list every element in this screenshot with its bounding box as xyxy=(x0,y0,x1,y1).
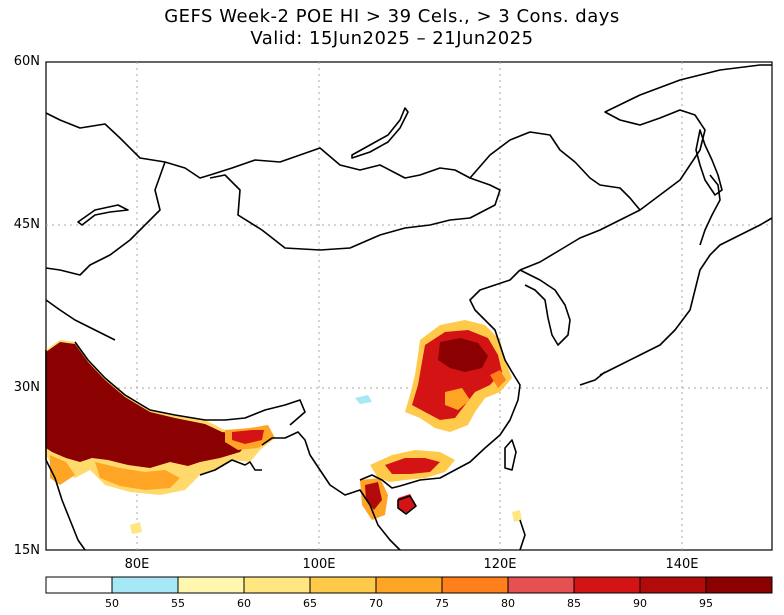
colorbar-swatch xyxy=(507,576,575,594)
colorbar-label: 50 xyxy=(105,597,119,610)
colorbar-swatch xyxy=(111,576,179,594)
colorbar-swatch xyxy=(573,576,641,594)
colorbar xyxy=(45,576,773,594)
colorbar-label: 70 xyxy=(369,597,383,610)
lat-label-45n: 45N xyxy=(13,217,40,232)
colorbar-swatch xyxy=(441,576,509,594)
colorbar-label: 60 xyxy=(237,597,251,610)
colorbar-label: 80 xyxy=(501,597,515,610)
lon-label-80e: 80E xyxy=(124,557,150,572)
colorbar-swatch xyxy=(309,576,377,594)
colorbar-swatch xyxy=(375,576,443,594)
colorbar-swatch xyxy=(639,576,707,594)
colorbar-label: 55 xyxy=(171,597,185,610)
lat-label-60n: 60N xyxy=(13,54,40,69)
lon-label-120e: 120E xyxy=(483,557,517,572)
colorbar-label: 75 xyxy=(435,597,449,610)
graticule xyxy=(46,62,772,550)
coastlines-borders xyxy=(45,64,773,551)
colorbar-swatch xyxy=(177,576,245,594)
colorbar-label: 90 xyxy=(633,597,647,610)
colorbar-label: 65 xyxy=(303,597,317,610)
colorbar-swatch xyxy=(45,576,113,594)
probability-shading xyxy=(46,320,522,534)
lat-label-15n: 15N xyxy=(13,543,40,558)
lon-label-100e: 100E xyxy=(302,557,336,572)
colorbar-swatch xyxy=(243,576,311,594)
map-title: GEFS Week-2 POE HI > 39 Cels., > 3 Cons.… xyxy=(164,6,620,27)
lon-label-140e: 140E xyxy=(665,557,699,572)
colorbar-swatch xyxy=(705,576,773,594)
colorbar-label: 95 xyxy=(699,597,713,610)
lat-label-30n: 30N xyxy=(13,380,40,395)
valid-date-range: Valid: 15Jun2025 – 21Jun2025 xyxy=(250,28,534,49)
colorbar-label: 85 xyxy=(567,597,581,610)
